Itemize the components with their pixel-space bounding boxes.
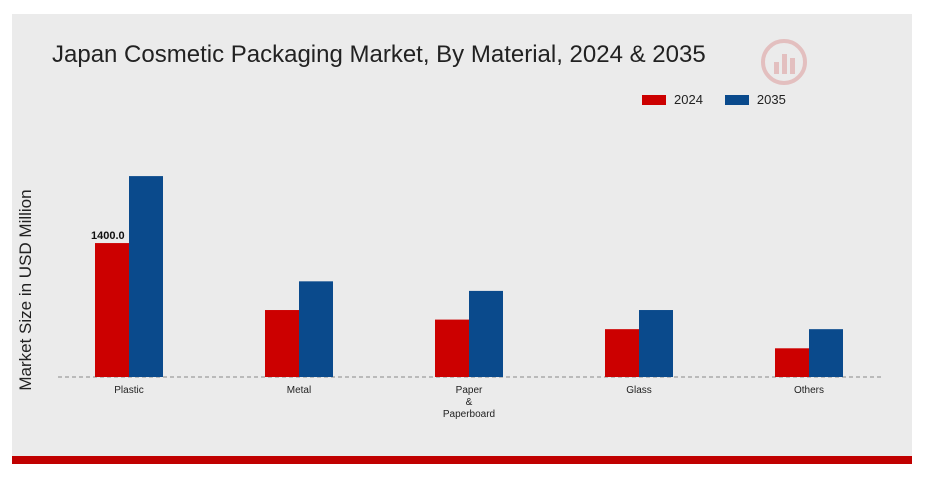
legend-label-2035: 2035	[756, 92, 786, 107]
data-label: 1400.0	[91, 230, 125, 242]
legend-item-2024: 2024	[642, 92, 703, 107]
bar-2035-glass	[639, 310, 673, 377]
bar-2024-paper-paperboard	[435, 319, 469, 377]
x-tick-label: Plastic	[114, 385, 143, 396]
bar-2035-plastic	[129, 176, 163, 377]
legend-label-2024: 2024	[674, 92, 703, 107]
legend: 2024 2035	[642, 92, 808, 107]
legend-item-2035: 2035	[724, 92, 786, 107]
bottom-accent-bar	[12, 456, 912, 464]
legend-swatch-2035	[724, 94, 749, 105]
x-tick-label: Others	[794, 385, 824, 396]
bar-2024-others	[775, 348, 809, 377]
bar-2024-plastic	[95, 243, 129, 377]
bar-2035-others	[809, 329, 843, 377]
bar-2035-paper-paperboard	[469, 290, 503, 377]
x-tick-label: Glass	[626, 385, 652, 396]
x-tick-label: Paper & Paperboard	[443, 385, 495, 420]
chart-title: Japan Cosmetic Packaging Market, By Mate…	[52, 41, 706, 68]
x-tick-label: Metal	[287, 385, 311, 396]
bar-2024-glass	[605, 329, 639, 377]
legend-swatch-2024	[642, 94, 666, 105]
bar-2024-metal	[265, 310, 299, 377]
market-research-logo-icon	[761, 39, 807, 85]
bar-2035-metal	[299, 281, 333, 377]
